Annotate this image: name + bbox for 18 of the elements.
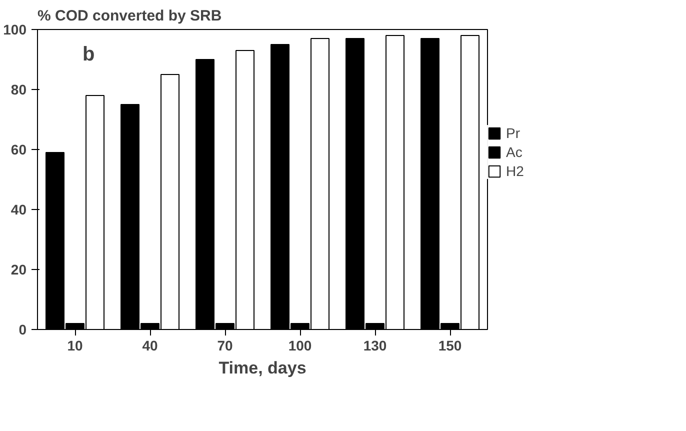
x-axis-title: Time, days (218, 358, 306, 378)
x-tick-label: 70 (217, 338, 233, 354)
legend-label: H2 (506, 163, 525, 179)
chart-title: % COD converted by SRB (38, 8, 222, 24)
annotation: b (82, 44, 95, 66)
y-tick-label: 80 (10, 82, 27, 98)
y-tick-label: 0 (18, 322, 27, 338)
x-tick-label: 150 (438, 338, 462, 354)
y-tick-label: 100 (3, 22, 27, 38)
x-tick-label: 130 (363, 338, 387, 354)
x-tick-label: 100 (288, 338, 312, 354)
x-tick-label: 10 (67, 338, 83, 354)
x-tick-label: 40 (142, 338, 158, 354)
y-tick-label: 60 (10, 142, 27, 158)
legend-label: Ac (506, 144, 524, 160)
y-tick-label: 20 (10, 262, 27, 278)
legend-label: Pr (506, 125, 521, 141)
y-tick-label: 40 (10, 202, 27, 218)
